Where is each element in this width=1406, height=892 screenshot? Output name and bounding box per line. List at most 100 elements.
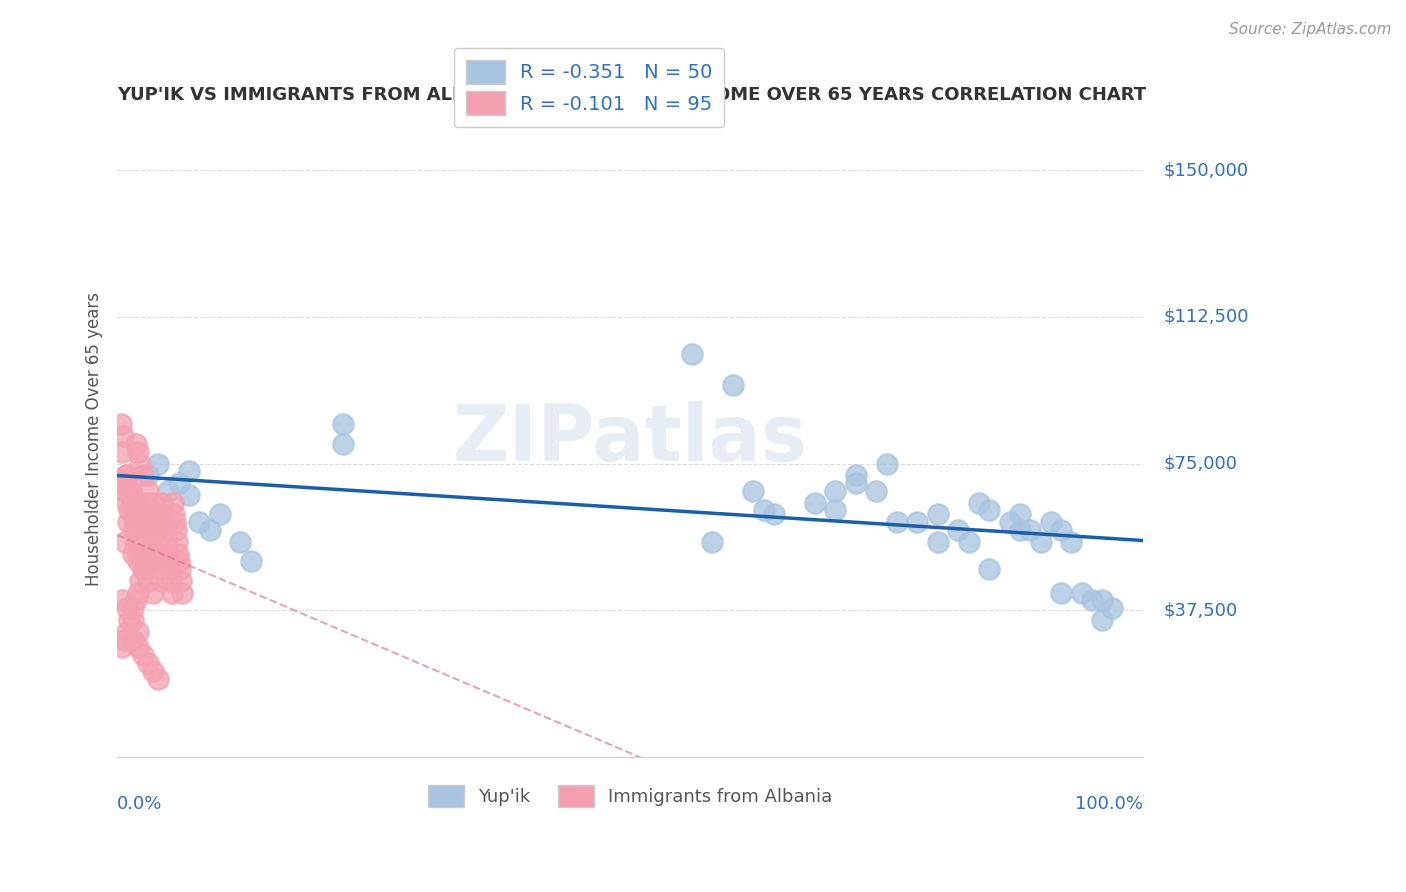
Point [1081,593,1104,607]
Legend: Yup'ik, Immigrants from Albania: Yup'ik, Immigrants from Albania [418,774,844,818]
Text: 100.0%: 100.0% [1076,795,1143,814]
Point [162,496,184,510]
Point [1091,593,1114,607]
Point [111,444,134,458]
Point [124,534,146,549]
Point [886,515,908,529]
Point [979,562,1001,576]
Point [149,562,172,576]
Point [121,613,143,627]
Point [681,347,703,361]
Point [229,534,252,549]
Point [145,523,167,537]
Point [132,562,155,576]
Point [136,574,159,588]
Point [177,488,200,502]
Text: 0.0%: 0.0% [117,795,163,814]
Point [148,457,170,471]
Point [166,534,188,549]
Point [1008,523,1031,537]
Point [845,476,868,491]
Point [762,508,785,522]
Point [136,515,159,529]
Point [134,562,156,576]
Point [127,496,149,510]
Point [128,574,150,588]
Point [121,496,143,510]
Point [114,534,136,549]
Point [1060,534,1083,549]
Point [121,496,143,510]
Point [198,523,221,537]
Point [167,554,190,568]
Point [141,554,163,568]
Point [115,468,138,483]
Point [957,534,980,549]
Point [905,515,928,529]
Point [112,429,135,443]
Text: $75,000: $75,000 [1164,455,1237,473]
Point [117,468,139,483]
Point [114,632,136,647]
Point [148,554,170,568]
Point [136,547,159,561]
Point [127,496,149,510]
Point [132,554,155,568]
Point [979,503,1001,517]
Point [127,444,149,458]
Point [163,515,186,529]
Point [150,496,173,510]
Point [166,547,188,561]
Point [148,672,170,686]
Point [1050,585,1073,599]
Point [118,613,141,627]
Point [120,483,142,498]
Point [122,523,145,537]
Point [124,437,146,451]
Point [1070,585,1092,599]
Point [752,503,775,517]
Point [188,515,211,529]
Point [121,508,143,522]
Point [132,547,155,561]
Point [112,476,135,491]
Point [143,515,166,529]
Point [142,664,165,678]
Point [1091,613,1114,627]
Point [721,378,744,392]
Point [110,417,132,432]
Point [804,496,827,510]
Y-axis label: Householder Income Over 65 years: Householder Income Over 65 years [86,292,103,586]
Point [155,534,177,549]
Point [165,523,187,537]
Point [152,508,174,522]
Point [128,508,150,522]
Point [967,496,990,510]
Point [742,483,765,498]
Point [127,640,149,655]
Point [239,554,262,568]
Point [138,523,160,537]
Point [136,508,159,522]
Point [121,547,143,561]
Point [148,547,170,561]
Point [824,503,846,517]
Point [169,562,191,576]
Point [117,601,139,615]
Point [208,508,231,522]
Point [128,515,150,529]
Point [136,468,159,483]
Point [136,483,159,498]
Text: $150,000: $150,000 [1164,161,1249,179]
Point [153,515,176,529]
Point [702,534,724,549]
Point [124,593,146,607]
Point [170,585,193,599]
Text: $112,500: $112,500 [1164,308,1249,326]
Point [139,547,162,561]
Text: $37,500: $37,500 [1164,601,1237,619]
Point [127,585,149,599]
Point [127,554,149,568]
Point [1039,515,1062,529]
Text: ZIPatlas: ZIPatlas [453,401,807,477]
